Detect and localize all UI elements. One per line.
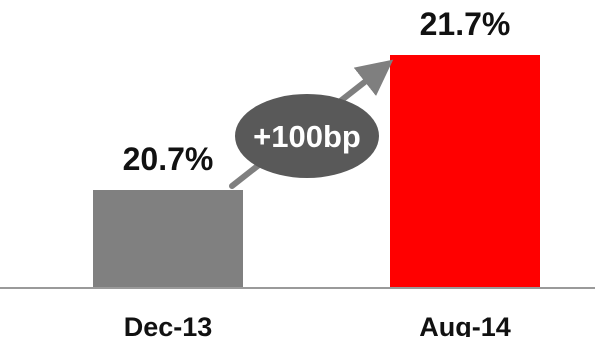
bp-change-label: +100bp <box>253 119 361 154</box>
value-label-aug-14: 21.7% <box>420 6 511 42</box>
category-label-aug-14: Aug-14 <box>419 312 511 337</box>
bp-change-badge <box>235 94 379 178</box>
value-label-dec-13: 20.7% <box>123 141 214 177</box>
bar-aug-14 <box>390 55 540 288</box>
bar-dec-13 <box>93 190 243 288</box>
category-label-dec-13: Dec-13 <box>124 312 213 337</box>
